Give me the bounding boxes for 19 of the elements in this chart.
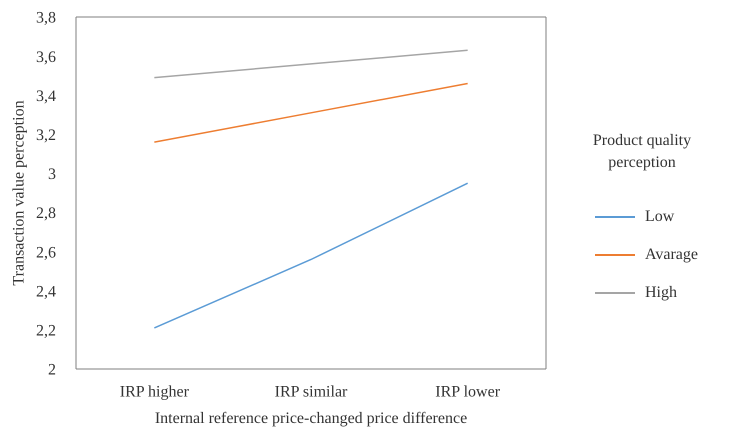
y-tick-label: 3 (48, 166, 56, 184)
y-tick-label: 2,2 (36, 322, 56, 340)
legend-title: Product quality perception (592, 130, 692, 172)
legend-label: High (645, 284, 677, 302)
y-tick-label: 2,8 (36, 205, 56, 222)
x-tick-label: IRP lower (435, 383, 501, 400)
y-tick-label: 2 (48, 362, 56, 379)
y-tick-label: 3,8 (36, 10, 56, 27)
y-tick-label: 2,6 (36, 244, 56, 262)
y-tick-label: 2,4 (36, 283, 56, 300)
legend-label: Low (645, 208, 674, 226)
x-tick-label: IRP higher (120, 383, 190, 400)
x-axis-title: Internal reference price-changed price difference (154, 410, 468, 427)
y-tick-label: 3,6 (36, 48, 56, 66)
legend-label: Avarage (645, 246, 698, 264)
x-tick-label: IRP similar (274, 383, 348, 400)
y-axis-title: Transaction value perception (10, 100, 28, 286)
y-tick-label: 3,2 (36, 127, 56, 144)
y-tick-label: 3,4 (36, 88, 56, 105)
